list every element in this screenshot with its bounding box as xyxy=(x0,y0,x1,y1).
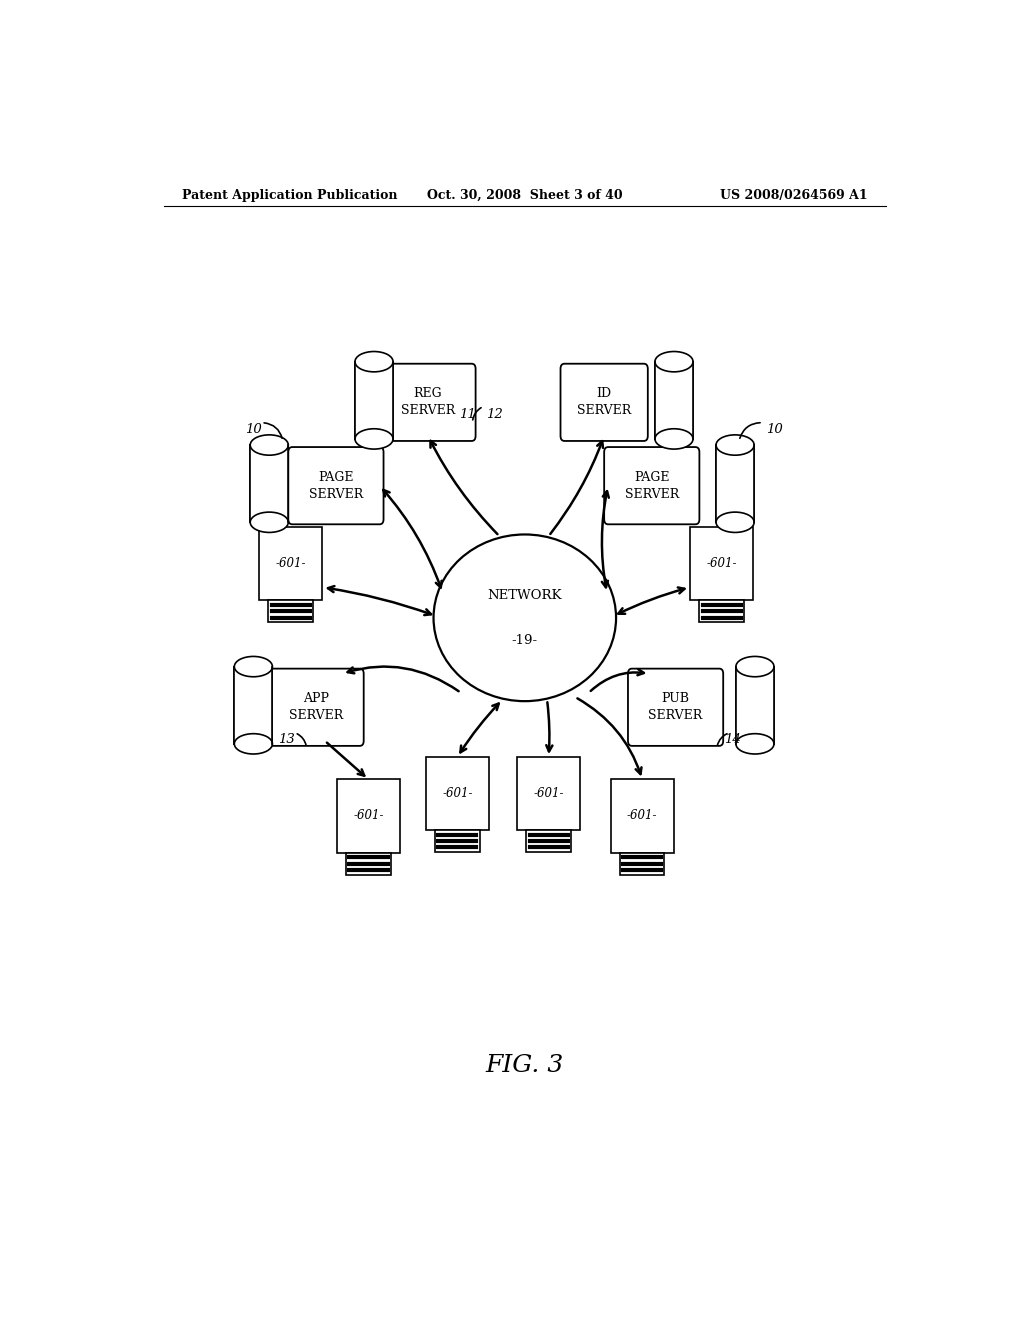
Ellipse shape xyxy=(355,351,393,372)
FancyBboxPatch shape xyxy=(560,364,648,441)
Bar xyxy=(435,830,479,853)
Text: -601-: -601- xyxy=(627,809,657,822)
Bar xyxy=(346,853,391,875)
FancyArrowPatch shape xyxy=(591,669,644,690)
FancyBboxPatch shape xyxy=(380,364,475,441)
Text: FIG. 3: FIG. 3 xyxy=(485,1053,564,1077)
FancyBboxPatch shape xyxy=(289,447,384,524)
Ellipse shape xyxy=(433,535,616,701)
Ellipse shape xyxy=(736,656,774,677)
Text: 10: 10 xyxy=(766,424,782,437)
Ellipse shape xyxy=(234,656,272,677)
Text: -601-: -601- xyxy=(353,809,384,822)
FancyArrowPatch shape xyxy=(430,441,498,535)
Text: APP
SERVER: APP SERVER xyxy=(289,692,343,722)
Bar xyxy=(699,601,743,623)
FancyArrowPatch shape xyxy=(327,743,365,776)
FancyArrowPatch shape xyxy=(618,587,684,614)
Ellipse shape xyxy=(355,429,393,449)
Text: ID
SERVER: ID SERVER xyxy=(578,387,631,417)
Text: US 2008/0264569 A1: US 2008/0264569 A1 xyxy=(720,189,867,202)
Text: PAGE
SERVER: PAGE SERVER xyxy=(309,471,364,500)
FancyArrowPatch shape xyxy=(383,490,441,587)
FancyArrowPatch shape xyxy=(550,441,603,535)
Text: 11: 11 xyxy=(460,408,476,421)
Ellipse shape xyxy=(716,512,754,532)
FancyBboxPatch shape xyxy=(655,362,693,440)
Text: -19-: -19- xyxy=(512,634,538,647)
Bar xyxy=(610,779,674,853)
Ellipse shape xyxy=(716,434,754,455)
Ellipse shape xyxy=(736,734,774,754)
FancyBboxPatch shape xyxy=(736,667,774,744)
Text: PAGE
SERVER: PAGE SERVER xyxy=(625,471,679,500)
Bar xyxy=(620,853,665,875)
FancyArrowPatch shape xyxy=(347,667,459,692)
Bar xyxy=(526,830,570,853)
Bar xyxy=(268,601,313,623)
Bar xyxy=(337,779,400,853)
Ellipse shape xyxy=(655,351,693,372)
Bar xyxy=(259,527,323,601)
FancyArrowPatch shape xyxy=(328,586,431,615)
FancyArrowPatch shape xyxy=(602,491,609,587)
Text: -601-: -601- xyxy=(534,787,564,800)
Text: 14: 14 xyxy=(724,734,741,746)
FancyBboxPatch shape xyxy=(250,445,289,523)
Text: 13: 13 xyxy=(279,734,295,746)
Ellipse shape xyxy=(655,429,693,449)
FancyArrowPatch shape xyxy=(546,702,552,751)
Text: NETWORK: NETWORK xyxy=(487,589,562,602)
Text: -601-: -601- xyxy=(707,557,737,570)
Bar xyxy=(426,756,489,830)
FancyBboxPatch shape xyxy=(628,669,723,746)
Text: Patent Application Publication: Patent Application Publication xyxy=(182,189,397,202)
Text: 12: 12 xyxy=(486,408,503,421)
FancyBboxPatch shape xyxy=(604,447,699,524)
Text: -601-: -601- xyxy=(275,557,306,570)
Bar xyxy=(517,756,581,830)
FancyArrowPatch shape xyxy=(578,698,641,774)
Ellipse shape xyxy=(250,512,289,532)
Bar xyxy=(690,527,754,601)
Ellipse shape xyxy=(234,734,272,754)
FancyBboxPatch shape xyxy=(355,362,393,440)
FancyBboxPatch shape xyxy=(268,669,364,746)
Text: -601-: -601- xyxy=(442,787,473,800)
Text: PUB
SERVER: PUB SERVER xyxy=(648,692,702,722)
Ellipse shape xyxy=(250,434,289,455)
Text: Oct. 30, 2008  Sheet 3 of 40: Oct. 30, 2008 Sheet 3 of 40 xyxy=(427,189,623,202)
Text: 10: 10 xyxy=(245,424,262,437)
FancyBboxPatch shape xyxy=(716,445,754,523)
FancyArrowPatch shape xyxy=(461,704,499,752)
Text: REG
SERVER: REG SERVER xyxy=(400,387,455,417)
FancyBboxPatch shape xyxy=(234,667,272,744)
